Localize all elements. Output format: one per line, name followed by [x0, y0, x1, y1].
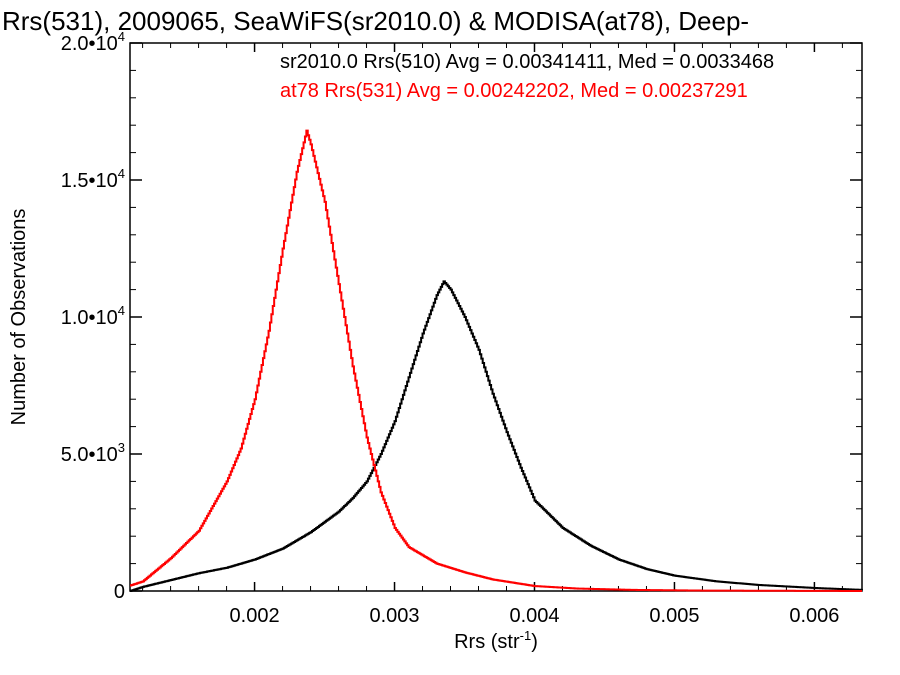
y-tick-label-main: 0 [114, 581, 125, 603]
x-axis-label-main: Rrs (str [454, 631, 520, 653]
y-tick-label: 1.0•104 [61, 303, 125, 329]
legend-entry-sr2010: sr2010.0 Rrs(510) Avg = 0.00341411, Med … [280, 51, 774, 73]
x-axis-label-close: ) [531, 631, 538, 653]
x-axis-label: Rrs (str-1) [454, 628, 538, 653]
y-tick-label: 2.0•104 [61, 29, 125, 55]
y-tick-label: 5.0•103 [61, 440, 125, 466]
series-line-sr2010 [130, 280, 863, 592]
legend-entry-at78: at78 Rrs(531) Avg = 0.00242202, Med = 0.… [280, 80, 748, 102]
x-tick-label: 0.002 [230, 605, 280, 627]
y-tick-label-main: 1.0•10 [61, 307, 118, 329]
y-tick-label-exponent: 4 [118, 303, 125, 318]
y-tick-label: 0 [114, 581, 125, 603]
x-tick-label: 0.004 [509, 605, 559, 627]
x-axis-label-sup: -1 [520, 628, 532, 643]
x-tick-label: 0.005 [649, 605, 699, 627]
series-layer [130, 129, 863, 592]
y-tick-label-exponent: 4 [118, 166, 125, 181]
y-tick-label-main: 1.5•10 [61, 170, 118, 192]
y-axis-label: Number of Observations [8, 209, 30, 426]
x-tick-label: 0.003 [369, 605, 419, 627]
y-tick-label-exponent: 3 [118, 440, 125, 455]
y-tick-label-main: 5.0•10 [61, 444, 118, 466]
chart-title: Rrs(531), 2009065, SeaWiFS(sr2010.0) & M… [2, 6, 749, 36]
y-tick-label-exponent: 4 [118, 29, 125, 44]
series-line-at78 [130, 129, 862, 592]
plot-frame [129, 42, 863, 592]
x-axis-ticks: 0.002 0.003 0.004 0.005 0.006 [142, 43, 843, 627]
y-tick-label: 1.5•104 [61, 166, 125, 192]
y-tick-label-main: 2.0•10 [61, 33, 118, 55]
x-tick-label: 0.006 [789, 605, 839, 627]
